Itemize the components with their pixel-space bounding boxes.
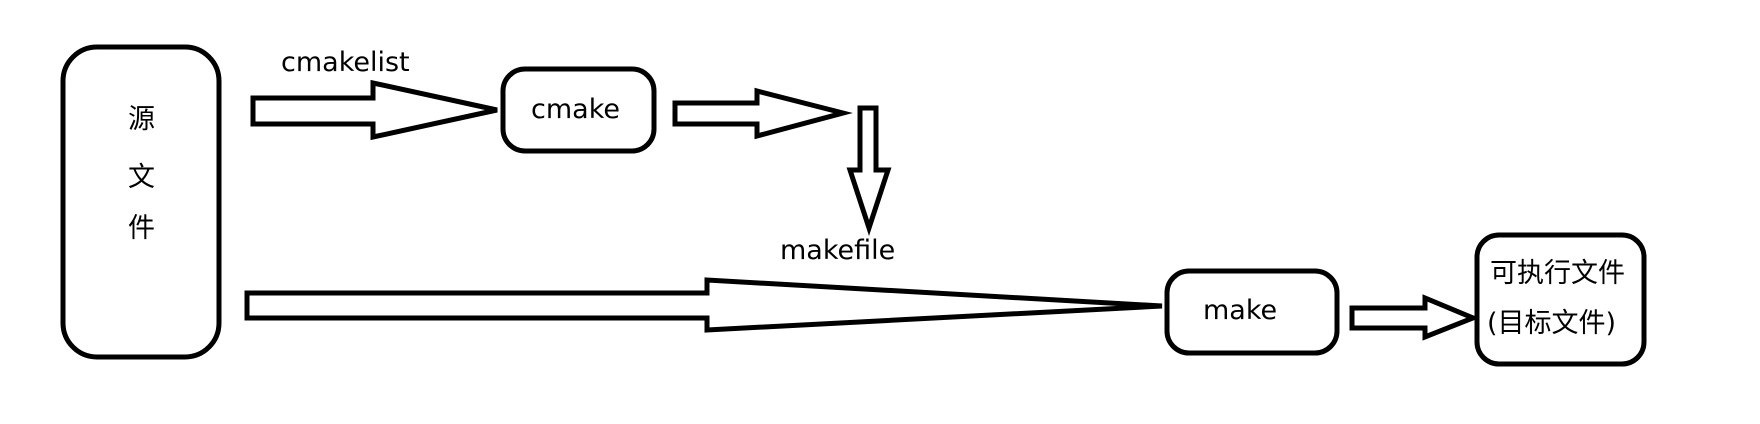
make-label: make <box>1203 295 1277 326</box>
source-file-char-2: 文 <box>128 162 155 193</box>
arrow-source-to-cmake <box>250 79 498 141</box>
arrow-down-to-makefile <box>846 105 892 237</box>
arrow-source-to-make <box>244 277 1163 333</box>
makefile-label: makefile <box>780 235 895 266</box>
cmake-box <box>500 66 657 154</box>
source-file-box <box>60 44 222 360</box>
executable-file-box <box>1474 232 1647 367</box>
source-file-char-1: 源 <box>128 104 155 135</box>
cmake-label: cmake <box>531 94 620 125</box>
make-box <box>1164 268 1340 356</box>
executable-file-label: 可执行文件 <box>1490 258 1625 289</box>
arrow-cmake-to-makefile <box>672 87 853 140</box>
source-file-char-3: 件 <box>128 213 155 244</box>
target-file-label: (目标文件) <box>1487 308 1616 339</box>
arrow-make-to-target <box>1349 294 1480 341</box>
cmakelist-label: cmakelist <box>281 47 410 78</box>
